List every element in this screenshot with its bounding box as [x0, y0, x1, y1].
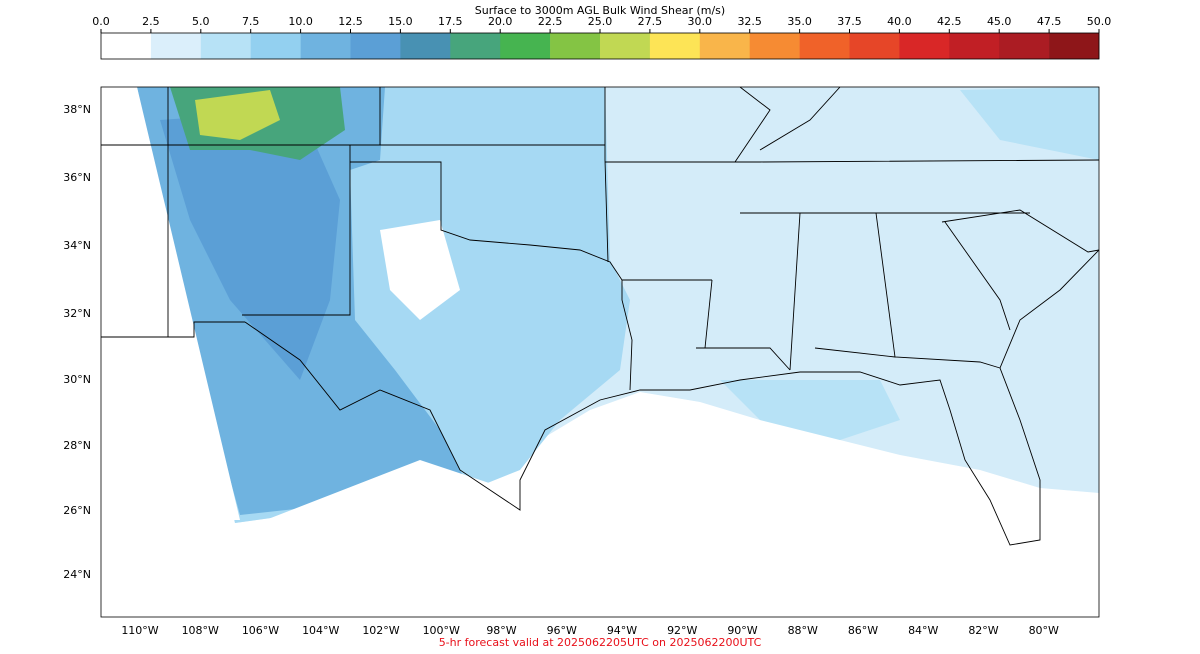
- colorbar-bin: [101, 33, 152, 59]
- lat-label: 24°N: [63, 568, 91, 581]
- colorbar-bin: [350, 33, 401, 59]
- lon-labels: 110°W 108°W 106°W 104°W 102°W 100°W 98°W 96°W 94…: [121, 624, 1059, 637]
- lon-label: 82°W: [968, 624, 998, 637]
- shading: [101, 460, 1099, 617]
- colorbar-bin: [949, 33, 1000, 59]
- colorbar-tick-label: 32.5: [737, 15, 762, 28]
- colorbar-tick-label: 15.0: [388, 15, 413, 28]
- colorbar-tick-label: 22.5: [538, 15, 563, 28]
- colorbar-bin: [699, 33, 750, 59]
- shading: [960, 87, 1099, 160]
- shading: [380, 220, 460, 320]
- colorbar-bin: [849, 33, 900, 59]
- colorbar-tick-label: 30.0: [688, 15, 713, 28]
- lon-label: 80°W: [1029, 624, 1059, 637]
- lat-label: 32°N: [63, 307, 91, 320]
- lat-label: 34°N: [63, 239, 91, 252]
- lon-label: 94°W: [607, 624, 637, 637]
- colorbar-bin: [150, 33, 202, 59]
- colorbar-tick-label: 47.5: [1037, 15, 1062, 28]
- colorbar-bin: [600, 33, 651, 59]
- map-field: [101, 87, 1099, 617]
- lon-label: 106°W: [242, 624, 279, 637]
- map-frame: [100, 86, 1100, 618]
- shading: [160, 110, 340, 380]
- colorbar-bin: [300, 33, 351, 59]
- lon-label: 104°W: [302, 624, 339, 637]
- colorbar: 0.0 2.5 5.0 7.5 10.0 12.5 15.0 17.5 20.0 22.5 25.0…: [92, 15, 1111, 59]
- colorbar-bin: [1049, 33, 1100, 59]
- lat-label: 30°N: [63, 373, 91, 386]
- shading: [720, 380, 900, 440]
- colorbar-tick-label: 25.0: [588, 15, 613, 28]
- colorbar-tick-label: 7.5: [242, 15, 260, 28]
- colorbar-bin: [250, 33, 301, 59]
- shading: [101, 87, 240, 520]
- colorbar-tick-label: 2.5: [142, 15, 160, 28]
- colorbar-bin: [450, 33, 501, 59]
- lon-label: 110°W: [121, 624, 158, 637]
- colorbar-tick-label: 45.0: [987, 15, 1012, 28]
- colorbar-tick-label: 10.0: [288, 15, 313, 28]
- colorbar-bin: [999, 33, 1050, 59]
- colorbar-tick-label: 27.5: [638, 15, 663, 28]
- colorbar-bin: [899, 33, 950, 59]
- colorbar-tick-label: 50.0: [1087, 15, 1112, 28]
- lon-label: 88°W: [788, 624, 818, 637]
- colorbar-bin: [749, 33, 800, 59]
- colorbar-frame: [100, 32, 1100, 60]
- borders: [101, 87, 1099, 546]
- shading: [195, 90, 280, 140]
- lon-label: 84°W: [908, 624, 938, 637]
- colorbar-tick-label: 37.5: [837, 15, 862, 28]
- lon-label: 100°W: [423, 624, 460, 637]
- colorbar-tick-label: 42.5: [937, 15, 962, 28]
- lat-label: 36°N: [63, 171, 91, 184]
- colorbar-tick-label: 35.0: [787, 15, 812, 28]
- colorbar-tick-label: 5.0: [192, 15, 210, 28]
- footer: 5-hr forecast valid at 2025062205UTC on …: [439, 636, 762, 649]
- lat-label: 26°N: [63, 504, 91, 517]
- lat-label: 28°N: [63, 439, 91, 452]
- colorbar-bin: [500, 33, 551, 59]
- colorbar-tick-label: 20.0: [488, 15, 513, 28]
- lon-label: 98°W: [486, 624, 516, 637]
- lon-label: 90°W: [727, 624, 757, 637]
- colorbar-bin: [400, 33, 451, 59]
- lat-label: 38°N: [63, 103, 91, 116]
- colorbar-bin: [200, 33, 251, 59]
- colorbar-bin: [649, 33, 701, 59]
- lon-label: 86°W: [848, 624, 878, 637]
- colorbar-bin: [550, 33, 601, 59]
- colorbar-tick-label: 0.0: [92, 15, 110, 28]
- lon-label: 96°W: [547, 624, 577, 637]
- colorbar-tick-label: 12.5: [338, 15, 363, 28]
- lon-label: 92°W: [667, 624, 697, 637]
- lon-label: 102°W: [362, 624, 399, 637]
- colorbar-title: Surface to 3000m AGL Bulk Wind Shear (m/…: [475, 4, 725, 17]
- lon-label: 108°W: [182, 624, 219, 637]
- lat-labels: 38°N 36°N 34°N 32°N 30°N 28°N 26°N 24°N: [63, 103, 91, 581]
- colorbar-bin: [799, 33, 850, 59]
- colorbar-tick-label: 40.0: [887, 15, 912, 28]
- colorbar-tick-label: 17.5: [438, 15, 463, 28]
